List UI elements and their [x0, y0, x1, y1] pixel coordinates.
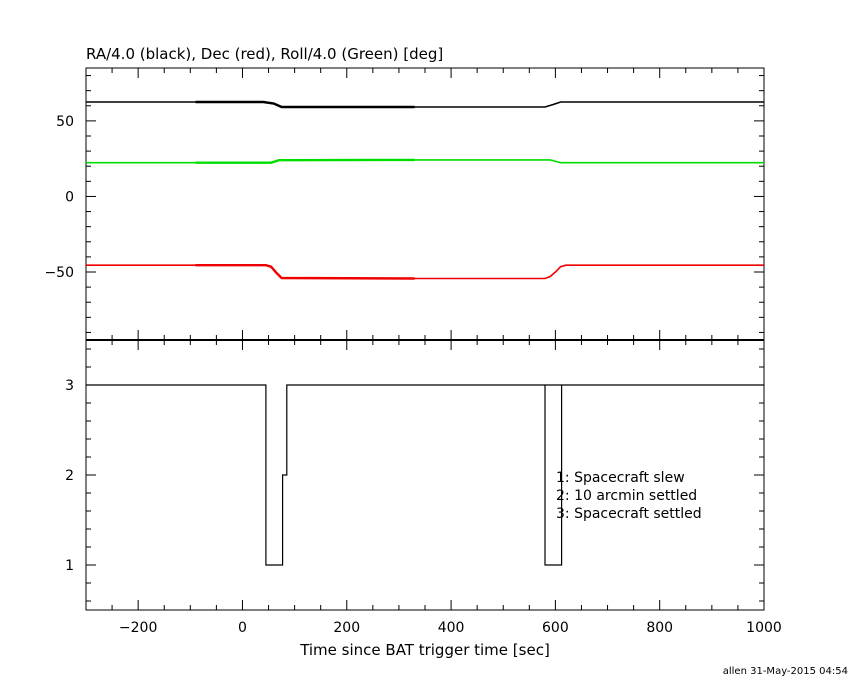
x-tick-label: 1000	[746, 620, 782, 636]
top-series-line-2	[86, 264, 764, 280]
top-panel: 50 0 −50	[44, 67, 765, 341]
top-series-line-0	[86, 101, 764, 108]
x-tick-label: 600	[542, 620, 569, 636]
top-series-line-1	[86, 159, 764, 164]
x-tick-label: 800	[646, 620, 673, 636]
top-y-tick-label: 50	[56, 114, 74, 130]
bottom-y-tick-label: 3	[65, 378, 74, 394]
top-panel-ticks: 50 0 −50	[44, 68, 765, 340]
top-panel-frame	[85, 67, 765, 341]
x-tick-label: 200	[333, 620, 360, 636]
x-tick-label: 0	[238, 620, 247, 636]
legend-entry: 1: Spacecraft slew	[556, 470, 685, 486]
x-tick-label: 400	[438, 620, 465, 636]
x-axis-label: Time since BAT trigger time [sec]	[299, 641, 550, 659]
bottom-panel: 3 2 1 −200 0 200 400 600 800 1000 1: Spacecraft s…	[65, 339, 782, 636]
top-series-dense-0	[195, 100, 415, 109]
bottom-panel-series	[86, 384, 764, 566]
settle-status-line-1	[544, 385, 563, 566]
footer-credit: allen 31-May-2015 04:54	[723, 666, 848, 677]
bottom-y-tick-label: 1	[65, 558, 74, 574]
top-series-dense-1	[195, 158, 415, 164]
x-tick-label: −200	[119, 620, 157, 636]
bottom-y-tick-label: 2	[65, 468, 74, 484]
top-series-dense-2	[195, 264, 415, 280]
settle-status-line-0	[86, 384, 764, 566]
bottom-panel-ticks: 3 2 1 −200 0 200 400 600 800 1000	[65, 340, 782, 636]
top-y-tick-label: 0	[65, 189, 74, 205]
legend-entry: 2: 10 arcmin settled	[556, 488, 697, 504]
bottom-panel-legend: 1: Spacecraft slew 2: 10 arcmin settled 3:…	[556, 470, 702, 522]
legend-entry: 3: Spacecraft settled	[556, 506, 702, 522]
top-panel-series	[86, 100, 764, 280]
top-y-tick-label: −50	[44, 265, 74, 281]
chart-title: RA/4.0 (black), Dec (red), Roll/4.0 (Gre…	[86, 45, 443, 63]
